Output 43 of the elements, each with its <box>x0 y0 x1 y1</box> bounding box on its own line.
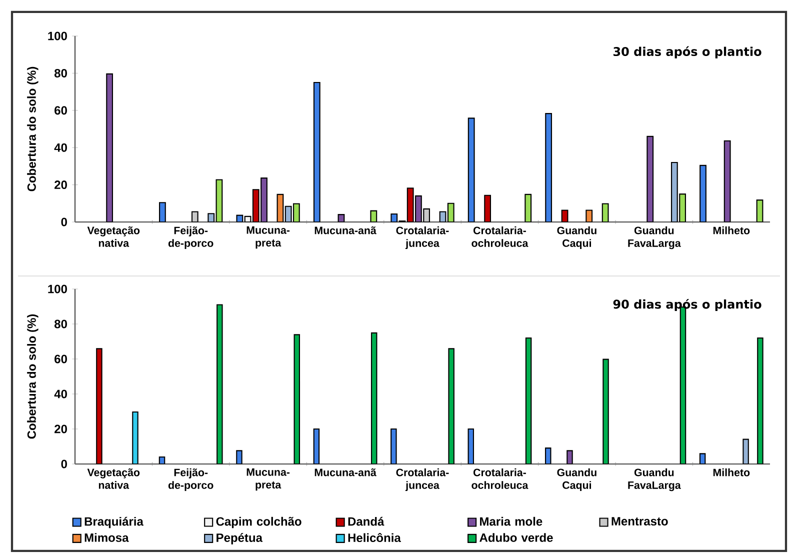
legend-label: Mentrasto <box>612 517 668 526</box>
x-tick-label: Vegetação nativa <box>87 468 140 489</box>
legend-label: Capim colchão <box>216 516 302 528</box>
y-axis-title: Cobertura do solo (%) <box>27 66 38 192</box>
x-tick-label: Mucuna-anã <box>314 468 376 476</box>
x-tick-label: Crotalaria-juncea <box>396 226 449 250</box>
legend-label: Helicônia <box>348 532 401 542</box>
legend-label: Braquiária <box>84 516 144 528</box>
y-tick-label: 60 <box>54 354 67 364</box>
x-tick-label: Feijão-de-porco <box>168 468 214 492</box>
x-tick-label: Crotalaria-ochroleuca <box>472 468 528 489</box>
legend-label: Maria mole <box>480 516 542 526</box>
y-tick-label: 100 <box>48 284 67 294</box>
x-tick-label: Milheto <box>713 468 750 476</box>
y-tick-label: 40 <box>54 143 67 152</box>
x-tick-label: Guandu FavaLarga <box>628 226 681 250</box>
x-tick-label: Mucuna-preta <box>246 468 290 491</box>
legend-label: Mimosa <box>84 533 129 542</box>
x-tick-label: Guandu Caqui <box>557 468 596 492</box>
text: 90 dias após o plantio <box>613 298 762 312</box>
x-tick-label: Feijão-de-porco <box>168 226 214 250</box>
y-tick-label: 80 <box>54 320 67 328</box>
x-tick-label: Crotalaria-ochroleuca <box>472 226 528 247</box>
legend-label: Adubo verde <box>480 533 553 542</box>
text: 30 dias após o plantio <box>613 46 762 58</box>
x-tick-label: Crotalaria-juncea <box>396 468 449 492</box>
x-tick-label: Guandu FavaLarga <box>628 468 681 492</box>
legend-label: Pepétua <box>216 533 263 544</box>
y-tick-label: 60 <box>54 106 67 115</box>
x-tick-label: Mucuna-preta <box>246 226 290 249</box>
y-tick-label: 80 <box>54 68 67 78</box>
y-tick-label: 0 <box>61 218 67 226</box>
x-tick-label: Milheto <box>713 226 750 234</box>
y-tick-label: 40 <box>54 390 67 398</box>
y-tick-label: 20 <box>54 424 67 434</box>
y-tick-label: 20 <box>54 180 67 190</box>
y-tick-label: 0 <box>61 460 67 468</box>
x-tick-label: Vegetação nativa <box>87 226 140 247</box>
x-tick-label: Mucuna-anã <box>314 226 376 234</box>
x-tick-label: Guandu Caqui <box>557 226 596 250</box>
legend-label: Dandá <box>348 516 384 526</box>
y-tick-label: 100 <box>48 32 67 40</box>
y-axis-title: Cobertura do solo (%) <box>27 314 38 439</box>
